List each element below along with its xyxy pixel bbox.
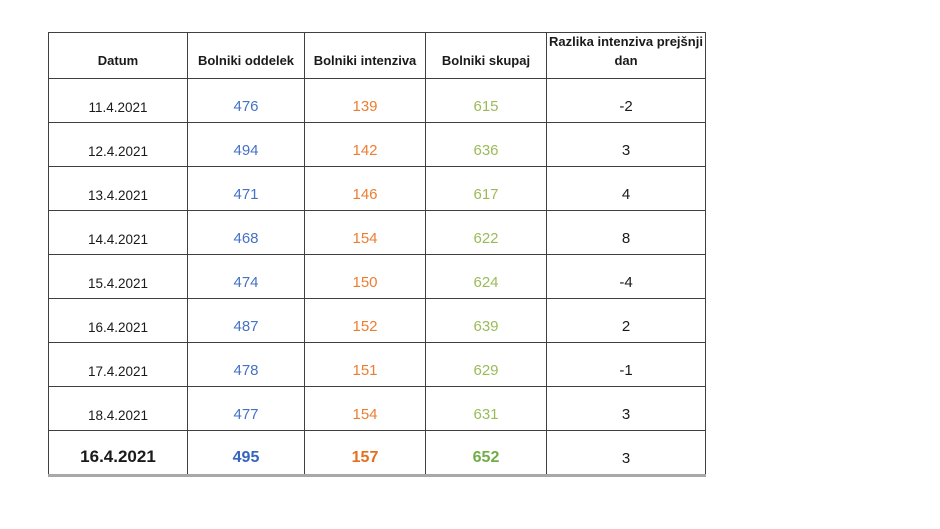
cell-datum: 13.4.2021 xyxy=(48,165,188,211)
cell-intenziva: 139 xyxy=(304,77,426,123)
cell-datum: 16.4.2021 xyxy=(48,429,188,475)
cell-intenziva: 142 xyxy=(304,121,426,167)
cell-intenziva: 157 xyxy=(304,429,426,475)
header-row: Datum Bolniki oddelek Bolniki intenziva … xyxy=(48,32,706,79)
table-row: 16.4.2021 495 157 652 3 xyxy=(48,429,706,475)
cell-datum: 15.4.2021 xyxy=(48,253,188,299)
cell-razlika: -4 xyxy=(546,253,706,299)
cell-datum: 11.4.2021 xyxy=(48,77,188,123)
cell-datum: 12.4.2021 xyxy=(48,121,188,167)
cell-datum: 16.4.2021 xyxy=(48,297,188,343)
cell-skupaj: 652 xyxy=(425,429,547,475)
column-header-datum: Datum xyxy=(48,32,188,79)
column-header-oddelek: Bolniki oddelek xyxy=(187,32,305,79)
cell-razlika: -1 xyxy=(546,341,706,387)
cell-intenziva: 146 xyxy=(304,165,426,211)
cell-skupaj: 624 xyxy=(425,253,547,299)
cell-oddelek: 478 xyxy=(187,341,305,387)
cell-razlika: 3 xyxy=(546,385,706,431)
table-row: 12.4.2021 494 142 636 3 xyxy=(48,121,706,167)
cell-skupaj: 639 xyxy=(425,297,547,343)
hospital-data-table: Datum Bolniki oddelek Bolniki intenziva … xyxy=(48,32,706,475)
cell-intenziva: 151 xyxy=(304,341,426,387)
table-row: 13.4.2021 471 146 617 4 xyxy=(48,165,706,211)
table-row: 14.4.2021 468 154 622 8 xyxy=(48,209,706,255)
cell-datum: 14.4.2021 xyxy=(48,209,188,255)
hospital-data-table-wrap: Datum Bolniki oddelek Bolniki intenziva … xyxy=(48,32,706,478)
cell-oddelek: 471 xyxy=(187,165,305,211)
column-header-skupaj: Bolniki skupaj xyxy=(425,32,547,79)
table-row: 15.4.2021 474 150 624 -4 xyxy=(48,253,706,299)
column-header-intenziva: Bolniki intenziva xyxy=(304,32,426,79)
cell-intenziva: 150 xyxy=(304,253,426,299)
cell-oddelek: 468 xyxy=(187,209,305,255)
table-row: 17.4.2021 478 151 629 -1 xyxy=(48,341,706,387)
cell-intenziva: 154 xyxy=(304,385,426,431)
cell-oddelek: 494 xyxy=(187,121,305,167)
cell-intenziva: 152 xyxy=(304,297,426,343)
cell-skupaj: 629 xyxy=(425,341,547,387)
cell-datum: 17.4.2021 xyxy=(48,341,188,387)
table-row: 16.4.2021 487 152 639 2 xyxy=(48,297,706,343)
cell-razlika: 3 xyxy=(546,429,706,475)
cell-skupaj: 622 xyxy=(425,209,547,255)
cell-skupaj: 615 xyxy=(425,77,547,123)
cell-oddelek: 476 xyxy=(187,77,305,123)
table-row: 18.4.2021 477 154 631 3 xyxy=(48,385,706,431)
cell-skupaj: 617 xyxy=(425,165,547,211)
cell-oddelek: 487 xyxy=(187,297,305,343)
cell-intenziva: 154 xyxy=(304,209,426,255)
table-row: 11.4.2021 476 139 615 -2 xyxy=(48,77,706,123)
cell-oddelek: 474 xyxy=(187,253,305,299)
cell-skupaj: 631 xyxy=(425,385,547,431)
cell-razlika: 4 xyxy=(546,165,706,211)
cell-razlika: -2 xyxy=(546,77,706,123)
cell-oddelek: 477 xyxy=(187,385,305,431)
cell-razlika: 8 xyxy=(546,209,706,255)
cell-oddelek: 495 xyxy=(187,429,305,475)
cell-skupaj: 636 xyxy=(425,121,547,167)
cell-razlika: 3 xyxy=(546,121,706,167)
cell-datum: 18.4.2021 xyxy=(48,385,188,431)
table-body: 11.4.2021 476 139 615 -2 12.4.2021 494 142 636 3 1… xyxy=(48,77,706,475)
column-header-razlika: Razlika intenziva prejšnji dan xyxy=(546,32,706,79)
table-header: Datum Bolniki oddelek Bolniki intenziva … xyxy=(48,32,706,79)
cell-razlika: 2 xyxy=(546,297,706,343)
